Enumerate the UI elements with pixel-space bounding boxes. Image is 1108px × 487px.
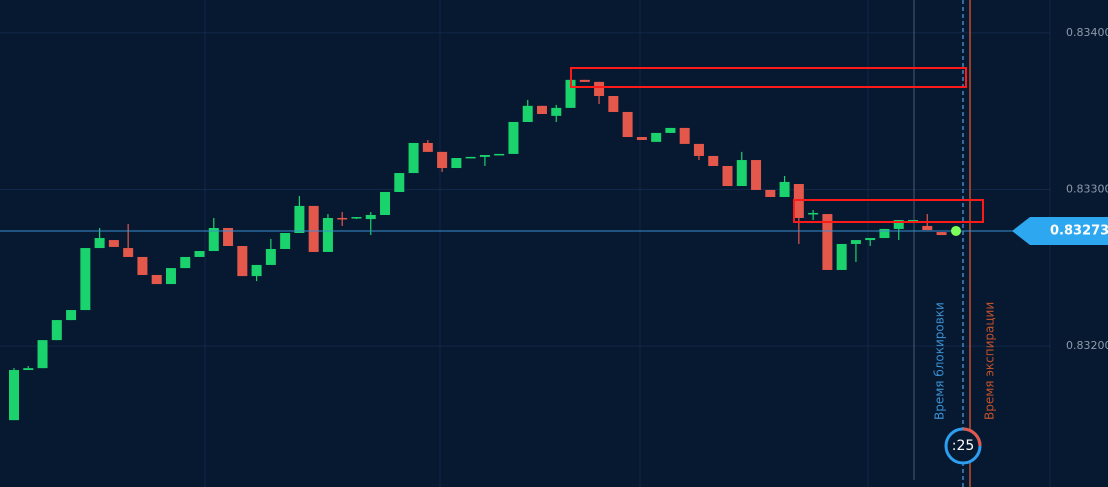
candle-body xyxy=(451,158,462,169)
candle-body xyxy=(722,165,733,187)
candle-body xyxy=(508,121,519,154)
grid: 0.83200 0.83300 0.83400 xyxy=(0,26,1108,352)
candle-body xyxy=(565,79,576,108)
candle-body xyxy=(123,248,134,257)
candle-body xyxy=(522,105,533,122)
candle-body xyxy=(908,220,919,222)
candle-body xyxy=(579,79,590,82)
candle-body xyxy=(465,156,476,159)
candle-body xyxy=(408,142,419,174)
candle-body xyxy=(751,160,762,190)
candle-body xyxy=(936,232,947,236)
candle-body xyxy=(494,153,505,156)
candle-body xyxy=(822,214,833,270)
candle-body xyxy=(365,215,376,220)
candle-body xyxy=(165,268,176,285)
candle-body xyxy=(693,143,704,156)
candle-body xyxy=(536,105,547,114)
candle-body xyxy=(9,370,19,421)
candle-body xyxy=(736,160,747,187)
candle-body xyxy=(308,205,319,252)
candle-body xyxy=(879,228,890,239)
candle-body xyxy=(280,233,291,249)
candle-body xyxy=(351,217,362,219)
candle-body xyxy=(194,251,205,257)
candle-body xyxy=(893,220,904,229)
candle-body xyxy=(765,189,776,197)
expiry-label: Время экспирации xyxy=(983,302,997,420)
candle-body xyxy=(80,248,91,311)
candle-body xyxy=(223,227,234,247)
candle-body xyxy=(23,368,34,371)
price-dot xyxy=(951,225,961,236)
y-tick-label: 0.83300 xyxy=(1066,182,1108,195)
candle-body xyxy=(337,217,348,220)
y-tick-label: 0.83200 xyxy=(1066,339,1108,352)
y-tick-label: 0.83400 xyxy=(1066,26,1108,39)
candles xyxy=(9,79,947,421)
price-group: 0.832735 xyxy=(0,216,1108,245)
candle-body xyxy=(479,155,490,157)
candle-body xyxy=(608,95,619,112)
candle-body xyxy=(94,238,105,249)
candle-body xyxy=(437,151,448,169)
candle-body xyxy=(394,173,405,192)
candle-body xyxy=(850,240,861,244)
timer-arc xyxy=(962,427,982,447)
vertical-grid xyxy=(204,0,1051,487)
candle-body xyxy=(151,274,162,285)
candle-body xyxy=(51,320,62,341)
candle-body xyxy=(622,111,633,138)
candle-body xyxy=(836,243,847,270)
candle-body xyxy=(251,264,262,277)
candle-body xyxy=(137,256,148,275)
candle-body xyxy=(294,205,305,234)
price-tag xyxy=(1012,216,1108,245)
candle-body xyxy=(679,127,690,144)
candle-body xyxy=(779,181,790,197)
candle-body xyxy=(37,340,48,369)
candle-body xyxy=(422,142,433,152)
candle-body xyxy=(922,225,933,231)
candle-body xyxy=(865,238,876,241)
candle-body xyxy=(322,217,333,252)
candle-body xyxy=(808,212,819,215)
candle-body xyxy=(66,310,77,321)
candle-body xyxy=(265,248,276,265)
candle-body xyxy=(708,155,719,166)
candle-body xyxy=(108,240,119,247)
highlight-box xyxy=(570,67,967,88)
candle-body xyxy=(237,246,248,277)
candle-body xyxy=(636,137,647,140)
candle-body xyxy=(208,227,219,252)
candle-body xyxy=(180,256,191,269)
lock-label: Время блокировки xyxy=(933,302,947,420)
timer: :25 xyxy=(952,438,975,454)
candle-body xyxy=(594,81,605,96)
highlight-box xyxy=(793,199,984,223)
candle-body xyxy=(380,191,391,216)
price-label: 0.832735 xyxy=(1050,223,1108,238)
candle-body xyxy=(551,107,562,116)
candle-body xyxy=(651,132,662,142)
candle-body xyxy=(665,127,676,133)
